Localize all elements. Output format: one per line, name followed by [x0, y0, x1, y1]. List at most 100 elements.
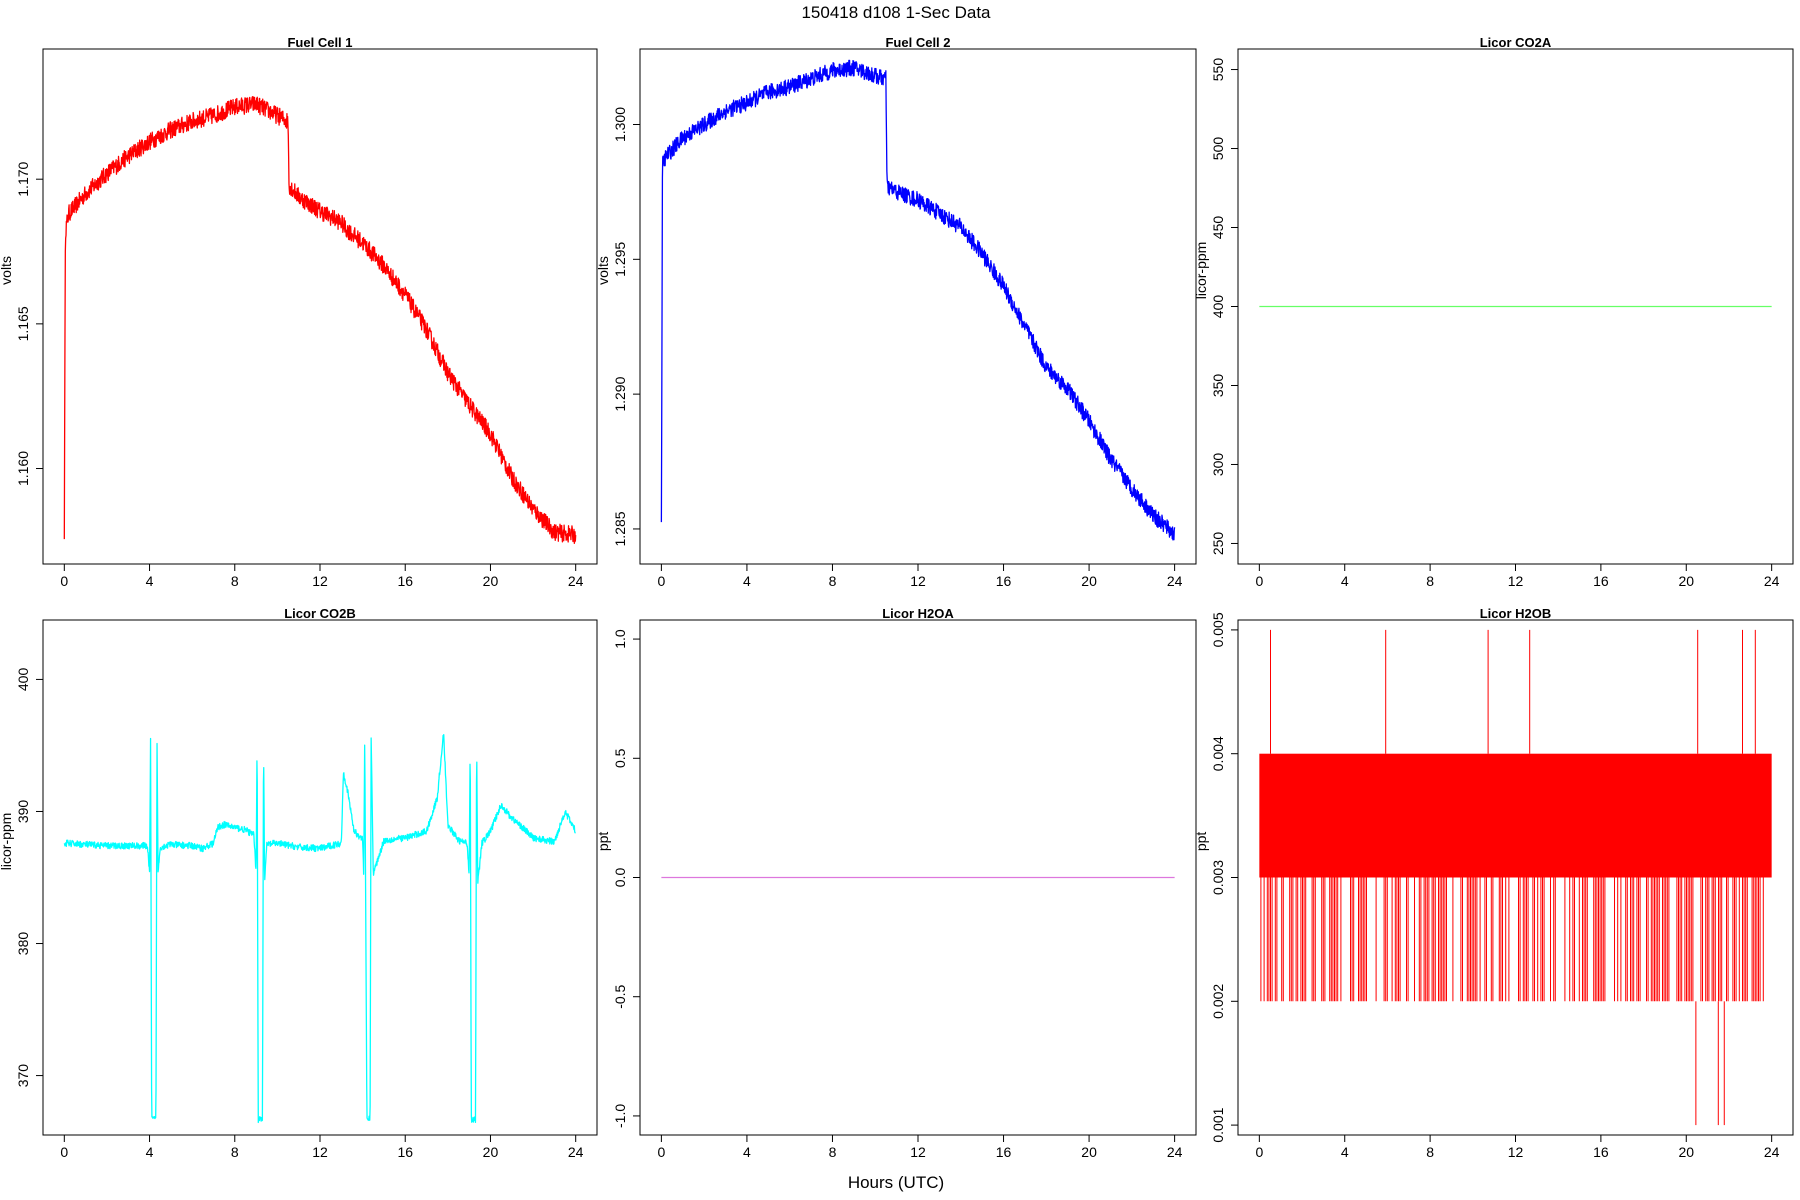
data-band: [1259, 753, 1772, 878]
y-tick-label: 0.004: [1210, 736, 1226, 771]
x-tick-label: 20: [1678, 573, 1694, 589]
y-axis-label: volts: [595, 256, 611, 285]
y-tick-label: 0.5: [612, 748, 628, 768]
y-tick-label: 400: [1210, 295, 1226, 319]
y-tick-label: 0.005: [1210, 612, 1226, 647]
y-tick-label: 550: [1210, 58, 1226, 82]
x-tick-label: 16: [996, 1144, 1012, 1160]
x-tick-label: 24: [568, 573, 584, 589]
panel-title: Licor H2OB: [1480, 606, 1552, 621]
y-tick-label: 370: [15, 1064, 31, 1088]
x-tick-label: 8: [231, 573, 239, 589]
y-tick-label: 390: [15, 800, 31, 824]
x-tick-label: 8: [829, 573, 837, 589]
panel-grid: Fuel Cell 1 0 4 8 12 16 20 24 1.160 1.165 1.170 vol…: [0, 35, 1794, 1160]
y-tick-label: 1.0: [612, 629, 628, 649]
x-tick-label: 16: [1593, 573, 1609, 589]
x-tick-label: 16: [1593, 1144, 1609, 1160]
x-tick-label: 8: [829, 1144, 837, 1160]
x-tick-label: 20: [1081, 1144, 1097, 1160]
x-tick-label: 4: [743, 573, 751, 589]
x-tick-label: 8: [1426, 573, 1434, 589]
x-tick-label: 20: [1678, 1144, 1694, 1160]
x-tick-label: 24: [1167, 1144, 1183, 1160]
x-tick-label: 12: [312, 1144, 328, 1160]
y-tick-label: 250: [1210, 532, 1226, 556]
x-tick-label: 0: [1255, 573, 1263, 589]
x-tick-label: 20: [483, 1144, 499, 1160]
y-tick-label: 1.165: [15, 306, 31, 341]
y-axis-label: ppt: [1193, 832, 1209, 852]
x-tick-label: 8: [231, 1144, 239, 1160]
x-tick-label: 12: [1508, 1144, 1524, 1160]
y-axis-label: volts: [0, 256, 14, 285]
data-line: [660, 59, 1176, 541]
x-tick-label: 0: [60, 573, 68, 589]
panel-title: Licor CO2B: [284, 606, 356, 621]
x-tick-label: 12: [312, 573, 328, 589]
y-tick-label: -1.0: [612, 1104, 628, 1128]
panel-title: Licor H2OA: [882, 606, 954, 621]
x-tick-label: 16: [397, 1144, 413, 1160]
y-axis-label: licor-ppm: [0, 813, 14, 871]
x-tick-label: 16: [397, 573, 413, 589]
x-tick-label: 0: [60, 1144, 68, 1160]
x-tick-label: 12: [1508, 573, 1524, 589]
x-tick-label: 12: [910, 573, 926, 589]
x-tick-label: 24: [1764, 1144, 1780, 1160]
y-tick-label: 500: [1210, 137, 1226, 161]
y-tick-label: 450: [1210, 216, 1226, 240]
panel-title: Fuel Cell 2: [885, 35, 950, 50]
y-tick-label: 380: [15, 932, 31, 956]
y-tick-label: 1.290: [612, 376, 628, 411]
y-tick-label: 1.285: [612, 511, 628, 546]
data-line: [63, 734, 576, 1124]
x-tick-label: 16: [996, 573, 1012, 589]
y-tick-label: 350: [1210, 374, 1226, 398]
plot-frame: [42, 619, 598, 1136]
panel-3: Licor CO2A 0 4 8 12 16 20 24 250 300 350 400 450 500 5…: [1193, 35, 1794, 589]
panel-title: Fuel Cell 1: [287, 35, 352, 50]
panel-title: Licor CO2A: [1480, 35, 1552, 50]
x-tick-label: 12: [910, 1144, 926, 1160]
x-tick-label: 20: [1081, 573, 1097, 589]
y-axis-label: ppt: [595, 832, 611, 852]
figure-title: 150418 d108 1-Sec Data: [801, 3, 991, 22]
x-tick-label: 0: [657, 1144, 665, 1160]
x-tick-label: 24: [1764, 573, 1780, 589]
y-tick-label: 0.002: [1210, 984, 1226, 1019]
y-tick-label: 1.300: [612, 107, 628, 142]
x-tick-label: 4: [1341, 1144, 1349, 1160]
x-tick-label: 4: [1341, 573, 1349, 589]
x-tick-label: 4: [146, 1144, 154, 1160]
x-tick-label: 24: [1167, 573, 1183, 589]
x-tick-label: 0: [1255, 1144, 1263, 1160]
y-tick-label: 1.160: [15, 451, 31, 486]
data-excursions: [1260, 629, 1764, 1002]
x-tick-label: 4: [743, 1144, 751, 1160]
x-tick-label: 8: [1426, 1144, 1434, 1160]
y-tick-label: 1.170: [15, 161, 31, 196]
plot-frame: [639, 48, 1197, 565]
panel-2: Fuel Cell 2 0 4 8 12 16 20 24 1.285 1.290 1.295 1.3…: [595, 35, 1197, 589]
y-axis-label: licor-ppm: [1193, 242, 1209, 300]
y-tick-label: 400: [15, 668, 31, 692]
panel-5: Licor H2OA 0 4 8 12 16 20 24 -1.0 -0.5 0.0 0.5 1.0 pp…: [595, 606, 1197, 1160]
x-tick-label: 24: [568, 1144, 584, 1160]
y-tick-label: 1.295: [612, 242, 628, 277]
y-tick-label: 0.001: [1210, 1107, 1226, 1142]
y-tick-label: 300: [1210, 453, 1226, 477]
panel-1: Fuel Cell 1 0 4 8 12 16 20 24 1.160 1.165 1.170 vol…: [0, 35, 598, 589]
y-tick-label: 0.003: [1210, 860, 1226, 895]
y-tick-label: 0.0: [612, 868, 628, 888]
panel-4: Licor CO2B 0 4 8 12 16 20 24 370 380 390 400 licor-p…: [0, 606, 598, 1160]
x-tick-label: 4: [146, 573, 154, 589]
x-axis-label: Hours (UTC): [848, 1173, 944, 1192]
data-line: [63, 96, 577, 545]
x-tick-label: 0: [657, 573, 665, 589]
y-tick-label: -0.5: [612, 984, 628, 1008]
x-tick-label: 20: [483, 573, 499, 589]
panel-6: Licor H2OB 0 4 8 12 16 20 24 0.001 0.002 0.003 0.00…: [1193, 606, 1794, 1160]
